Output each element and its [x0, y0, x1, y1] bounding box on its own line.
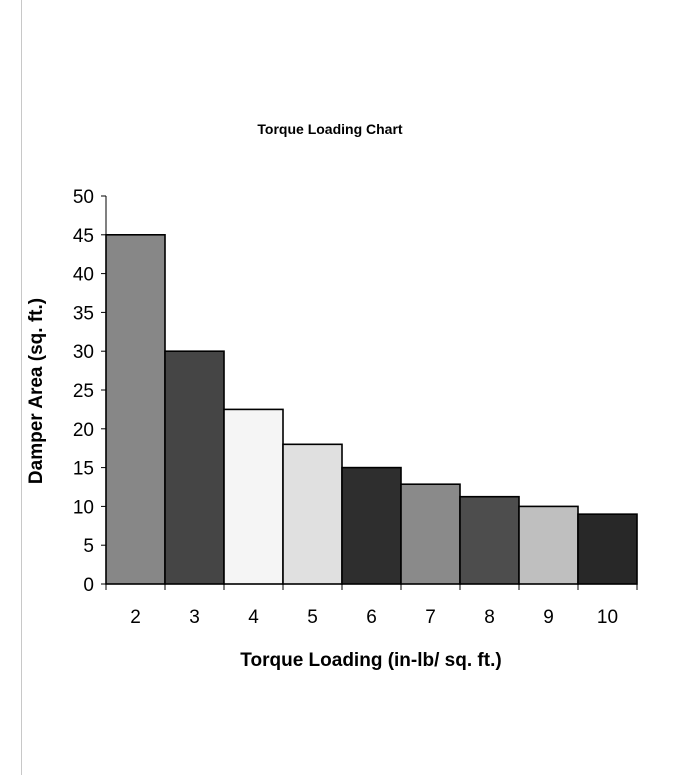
y-tick-label-35: 35 — [73, 303, 94, 324]
x-tick-label-9: 9 — [543, 607, 554, 628]
x-tick-label-5: 5 — [307, 607, 318, 628]
bar-2 — [105, 234, 166, 585]
bar-8 — [459, 495, 520, 585]
bar-9 — [518, 505, 579, 585]
bars-group — [105, 234, 638, 585]
x-tick-label-8: 8 — [484, 607, 495, 628]
x-tick-label-6: 6 — [366, 607, 377, 628]
y-tick-label-50: 50 — [73, 187, 94, 208]
x-tick-label-2: 2 — [130, 607, 141, 628]
x-ticks-group: 2 3 4 5 6 7 8 9 10 — [105, 584, 638, 628]
y-tick-label-5: 5 — [83, 536, 94, 557]
bar-6 — [341, 466, 402, 585]
y-ticks-group: 0 5 10 15 20 25 30 35 40 45 50 — [73, 187, 106, 596]
y-tick-label-30: 30 — [73, 342, 94, 363]
bar-10 — [577, 513, 638, 585]
bar-3 — [164, 350, 225, 585]
chart-title: Torque Loading Chart — [257, 121, 403, 137]
chart-frame — [21, 0, 673, 775]
y-axis-label: Damper Area (sq. ft.) — [26, 298, 47, 484]
bar-5 — [282, 443, 343, 585]
x-tick-label-10: 10 — [597, 607, 618, 628]
x-axis-label: Torque Loading (in-lb/ sq. ft.) — [240, 650, 501, 671]
x-tick-label-7: 7 — [425, 607, 436, 628]
y-tick-label-10: 10 — [73, 497, 94, 518]
y-tick-label-40: 40 — [73, 265, 94, 286]
y-tick-label-0: 0 — [83, 575, 94, 596]
y-tick-label-45: 45 — [73, 226, 94, 247]
y-tick-label-25: 25 — [73, 381, 94, 402]
y-tick-label-20: 20 — [73, 420, 94, 441]
bar-4 — [223, 408, 284, 585]
x-tick-label-3: 3 — [189, 607, 200, 628]
y-tick-label-15: 15 — [73, 459, 94, 480]
x-tick-label-4: 4 — [248, 607, 259, 628]
bar-7 — [400, 483, 461, 585]
